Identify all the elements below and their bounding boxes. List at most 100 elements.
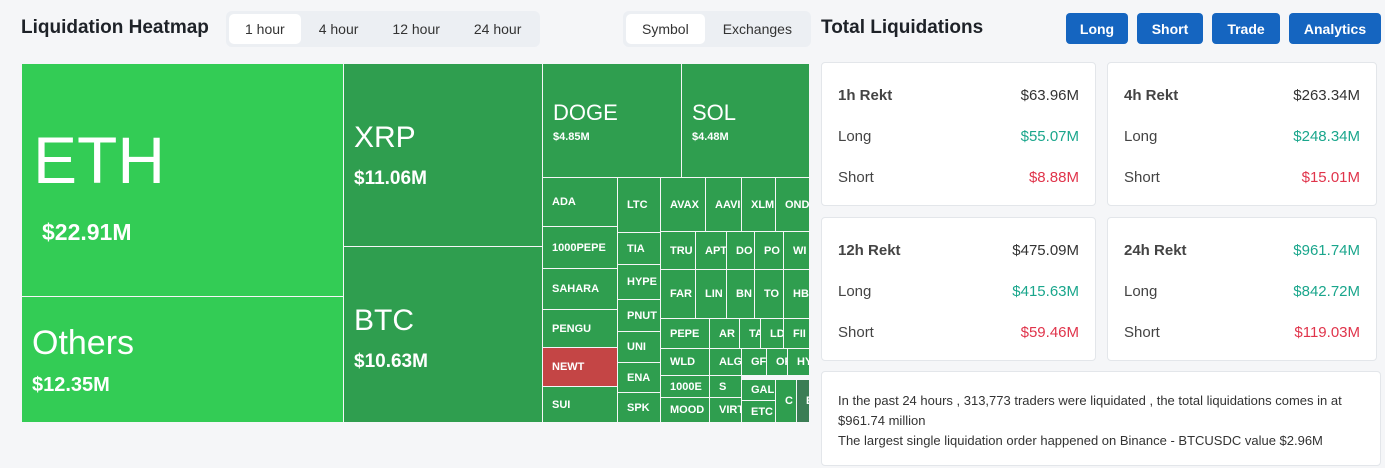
tile-symbol: OND <box>785 198 810 211</box>
tile-symbol: PENGU <box>552 322 592 335</box>
row-label: 4h Rekt <box>1124 87 1179 104</box>
heatmap-tile[interactable]: AAVI <box>706 178 742 232</box>
heatmap-tile[interactable]: LTC <box>618 178 661 233</box>
tile-symbol: SOL <box>692 100 737 125</box>
tile-symbol: AR <box>719 327 735 340</box>
heatmap-tile[interactable]: PNUT <box>618 300 661 332</box>
row-value: $119.03M <box>1294 324 1360 341</box>
heatmap-tile[interactable]: ETH $22.91M <box>22 64 344 297</box>
heatmap-tile[interactable]: Others $12.35M <box>22 297 344 423</box>
row-label: Short <box>838 169 874 186</box>
summary-line: In the past 24 hours , 313,773 traders w… <box>838 393 1342 428</box>
heatmap-tile[interactable]: BTC $10.63M <box>344 247 543 423</box>
tile-symbol: XRP <box>354 121 416 154</box>
heatmap-tile[interactable]: 1000PEPE <box>543 227 618 269</box>
heatmap-tile[interactable]: AR <box>710 319 740 349</box>
heatmap-tile[interactable]: OF <box>767 349 788 376</box>
heatmap-tile[interactable]: LD <box>761 319 784 349</box>
heatmap-tile[interactable]: GF <box>742 349 767 376</box>
tile-symbol: ETH <box>33 123 165 197</box>
card-row: Short $15.01M <box>1124 169 1360 186</box>
tile-symbol: TO <box>764 288 780 300</box>
heatmap-tile[interactable]: E <box>797 380 810 423</box>
heatmap-tile[interactable]: TRU <box>661 232 696 270</box>
heatmap-tile[interactable]: TO <box>755 270 784 319</box>
tile-symbol: FII <box>793 327 806 340</box>
heatmap-tile[interactable]: PENGU <box>543 310 618 348</box>
tile-symbol: DOGE <box>553 100 618 125</box>
heatmap-tile[interactable]: PO <box>755 232 784 270</box>
tile-symbol: LTC <box>627 199 648 211</box>
heatmap-tile[interactable]: TA <box>740 319 761 349</box>
row-value: $263.34M <box>1293 87 1360 104</box>
rekt-card: 24h Rekt $961.74M Long $842.72M Short $119.03… <box>1107 217 1377 361</box>
heatmap-tile[interactable]: SPK <box>618 393 661 423</box>
heatmap-tile[interactable]: XLM <box>742 178 776 232</box>
tile-symbol: WI <box>793 244 807 257</box>
tile-symbol: SAHARA <box>552 283 600 295</box>
heatmap-tile[interactable]: APT <box>696 232 727 270</box>
heatmap-tile[interactable]: HYPE <box>618 265 661 300</box>
heatmap-tile[interactable]: 1000E <box>661 376 710 398</box>
summary: In the past 24 hours , 313,773 traders w… <box>821 371 1381 466</box>
tile-symbol: LIN <box>705 288 723 300</box>
action-button[interactable]: Long <box>1066 13 1128 44</box>
heatmap-tile[interactable]: BN <box>727 270 755 319</box>
heatmap-tile[interactable]: FAR <box>661 270 696 319</box>
rekt-card: 1h Rekt $63.96M Long $55.07M Short $8.88M <box>821 62 1096 206</box>
summary-line: The largest single liquidation order hap… <box>838 433 1323 448</box>
row-label: Short <box>1124 169 1160 186</box>
heatmap-tile[interactable]: LIN <box>696 270 727 319</box>
tile-symbol: ALG <box>719 356 742 368</box>
tile-symbol: ENA <box>627 371 651 384</box>
heatmap-tile[interactable]: S <box>710 376 742 398</box>
row-label: Short <box>838 324 874 341</box>
tile-symbol: DO <box>736 244 753 257</box>
tile-value: $12.35M <box>32 374 110 396</box>
row-value: $248.34M <box>1293 128 1360 145</box>
heatmap-tile[interactable]: UNI <box>618 332 661 363</box>
heatmap-tile[interactable]: ENA <box>618 363 661 393</box>
heatmap-tile[interactable]: MOOD <box>661 398 710 423</box>
heatmap-tile[interactable]: ETC <box>742 401 776 423</box>
tile-symbol: PNUT <box>627 309 657 322</box>
time-tab[interactable]: 24 hour <box>473 21 522 37</box>
heatmap-tile[interactable]: HY <box>788 349 810 376</box>
action-button[interactable]: Trade <box>1212 13 1280 44</box>
heatmap-tile[interactable]: DOGE $4.85M <box>543 64 682 178</box>
tile-value: $10.63M <box>354 351 428 372</box>
heatmap-tile[interactable]: AVAX <box>661 178 706 232</box>
row-label: 1h Rekt <box>838 87 893 104</box>
heatmap-tile[interactable]: PEPE <box>661 319 710 349</box>
heatmap-tile[interactable]: OND <box>776 178 810 232</box>
heatmap-tile[interactable]: WI <box>784 232 810 270</box>
heatmap-tile[interactable]: FII <box>784 319 810 349</box>
heatmap-tile[interactable]: SAHARA <box>543 269 618 310</box>
heatmap-tile[interactable]: GAL <box>742 380 776 401</box>
heatmap-tile[interactable]: DO <box>727 232 755 270</box>
heatmap-tile[interactable]: ADA <box>543 178 618 227</box>
heatmap-tile[interactable]: WLD <box>661 349 710 376</box>
heatmap-tile[interactable]: SUI <box>543 387 618 423</box>
time-tab[interactable]: 12 hour <box>392 21 440 37</box>
heatmap-tile[interactable]: TIA <box>618 233 661 265</box>
heatmap-tile[interactable]: HB <box>784 270 810 319</box>
tile-symbol: 1000PEPE <box>552 241 606 254</box>
time-tab[interactable]: 4 hour <box>318 21 359 37</box>
action-button[interactable]: Short <box>1137 13 1203 44</box>
heatmap-tile[interactable]: VIRT <box>710 398 742 423</box>
heatmap-tile[interactable]: NEWT <box>543 348 618 387</box>
heatmap-tile[interactable]: SOL $4.48M <box>682 64 810 178</box>
heatmap-tile[interactable]: XRP $11.06M <box>344 64 543 247</box>
tile-value: $11.06M <box>354 168 427 189</box>
card-row: Short $119.03M <box>1124 324 1360 341</box>
action-button[interactable]: Analytics <box>1289 13 1381 44</box>
view-tab[interactable]: Symbol <box>626 14 705 44</box>
heatmap-tile[interactable]: C <box>776 380 797 423</box>
time-tab[interactable]: 1 hour <box>229 14 301 44</box>
view-tab[interactable]: Exchanges <box>722 21 792 37</box>
heatmap-tile[interactable]: ALG <box>710 349 742 376</box>
tile-symbol: GAL <box>751 384 775 396</box>
row-label: Long <box>1124 128 1158 145</box>
